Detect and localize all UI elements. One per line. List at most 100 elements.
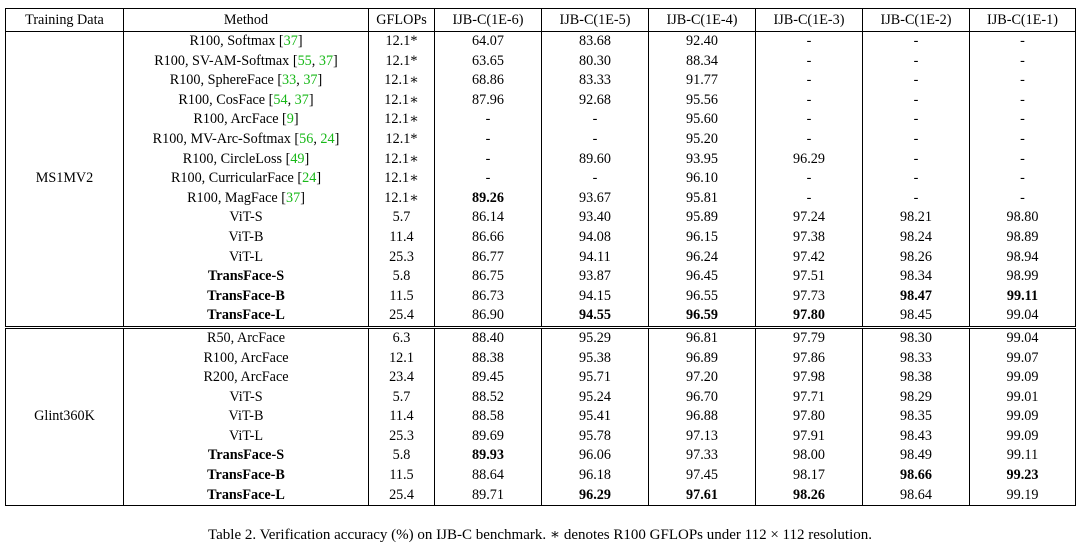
metric-cell: 96.29 [755,149,863,170]
metric-cell: 89.93 [434,446,542,467]
method-name: R100, ArcFace [203,349,289,366]
metric-cell: - [969,90,1076,111]
citation-link[interactable]: 24 [302,170,317,187]
gflops-cell: 25.4 [368,485,435,506]
citation-link[interactable]: 49 [290,150,305,167]
table-row: TransFace-B 11.5 86.73 94.15 96.55 97.73 98.47… [6,286,1076,307]
metric-cell: 99.11 [969,286,1076,307]
metric-cell: 94.55 [541,306,649,328]
method-name: TransFace-S [207,447,285,464]
table-row: TransFace-B 11.5 88.64 96.18 97.45 98.17 98.66… [6,466,1076,486]
metric-cell: 97.51 [755,267,863,287]
metric-cell: 86.66 [434,227,542,248]
table-row: Glint360K R50, ArcFace 6.3 88.40 95.29 96.81 9… [5,325,1076,506]
citation-link[interactable]: 37 [303,72,318,89]
method-cell: ViT-L [123,247,369,268]
method-name: ViT-B [228,228,264,245]
method-name: ViT-B [228,408,264,425]
metric-cell: 98.26 [755,485,863,506]
metric-cell: - [969,149,1076,170]
method-name: TransFace-L [207,486,285,503]
column-header: IJB-C(1E-5) [541,8,649,32]
metric-cell: 95.56 [648,90,756,111]
metric-cell: 92.40 [648,31,756,52]
metric-cell: 88.58 [434,407,542,427]
column-header: IJB-C(1E-3) [755,8,863,32]
method-cell: TransFace-S [123,446,369,467]
method-cell: R100, MagFace [37] [123,188,369,209]
column-header: IJB-C(1E-6) [434,8,542,32]
column-header: Training Data [5,8,124,32]
method-cell: R100, CircleLoss [49] [123,149,369,170]
metric-cell: 98.17 [755,466,863,486]
metric-cell: 99.11 [969,446,1076,467]
metric-cell: 97.73 [755,286,863,307]
metric-cell: 88.40 [434,325,542,349]
results-table: Training Data Method GFLOPs IJB-C(1E-6) … [5,8,1076,507]
method-cell: R100, SphereFace [33, 37] [123,71,369,91]
gflops-cell: 11.5 [368,466,435,486]
metric-cell: 96.24 [648,247,756,268]
citation-link[interactable]: 33 [282,72,297,89]
metric-cell: - [755,90,863,111]
metric-cell: 89.45 [434,368,542,388]
metric-cell: 95.60 [648,110,756,130]
metric-cell: 98.64 [862,485,970,506]
metric-cell: 97.33 [648,446,756,467]
metric-cell: 89.26 [434,188,542,209]
metric-cell: 97.24 [755,208,863,228]
method-cell: TransFace-B [123,286,369,307]
metric-cell: 98.30 [862,325,970,349]
gflops-cell: 6.3 [368,325,435,349]
metric-cell: 96.88 [648,407,756,427]
metric-cell: 98.45 [862,306,970,328]
metric-cell: 88.52 [434,387,542,408]
method-cell: R100, Softmax [37] [123,31,369,52]
metric-cell: - [969,188,1076,209]
metric-cell: 98.43 [862,426,970,447]
gflops-cell: 25.3 [368,426,435,447]
method-name: R50, ArcFace [206,329,285,346]
table-row: R100, CosFace [54, 37] 12.1∗ 87.96 92.68 95.… [6,90,1076,111]
citation-link[interactable]: 56 [299,130,314,147]
metric-cell: 96.55 [648,286,756,307]
metric-cell: 88.64 [434,466,542,486]
citation-link[interactable]: 37 [283,33,298,49]
metric-cell: 64.07 [434,31,542,52]
metric-cell: 95.41 [541,407,649,427]
gflops-cell: 23.4 [368,368,435,388]
metric-cell: 83.33 [541,71,649,91]
citation-link[interactable]: 55 [297,52,312,69]
metric-cell: - [541,110,649,130]
citation-link[interactable]: 37 [286,189,301,206]
citation-link[interactable]: 24 [320,130,335,147]
metric-cell: 95.78 [541,426,649,447]
metric-cell: - [862,71,970,91]
metric-cell: - [862,51,970,72]
citation-link[interactable]: 37 [294,91,309,108]
metric-cell: 96.70 [648,387,756,408]
table-row: R100, SV-AM-Softmax [55, 37] 12.1* 63.65 80… [6,51,1076,72]
metric-cell: 87.96 [434,90,542,111]
method-name: TransFace-S [207,268,285,285]
table-row: TransFace-S 5.8 86.75 93.87 96.45 97.51 98.34 9… [6,267,1076,287]
metric-cell: 95.20 [648,129,756,150]
table-row: R100, ArcFace [9] 12.1∗ - -95.60- - - [6,110,1076,130]
metric-cell: 98.66 [862,466,970,486]
metric-cell: - [862,149,970,170]
method-name: R100, ArcFace [193,111,279,128]
citation-link[interactable]: 9 [286,111,294,128]
table-row: TransFace-S 5.8 89.93 96.06 97.33 98.00 98.49 9… [6,446,1076,467]
gflops-cell: 12.1 [368,348,435,369]
metric-cell: 98.33 [862,348,970,369]
gflops-cell: 5.8 [368,267,435,287]
table-row: MS1MV2 R100, Softmax [37] 12.1* 64.07 83.68 9… [5,31,1076,328]
metric-cell: 97.91 [755,426,863,447]
metric-cell: 98.49 [862,446,970,467]
metric-cell: 97.45 [648,466,756,486]
table-row: R200, ArcFace 23.4 89.45 95.71 97.20 97.98 98.… [6,368,1076,388]
method-cell: R100, CurricularFace [24] [123,169,369,189]
metric-cell: - [434,129,542,150]
citation-link[interactable]: 37 [318,52,334,69]
citation-link[interactable]: 54 [273,91,288,108]
